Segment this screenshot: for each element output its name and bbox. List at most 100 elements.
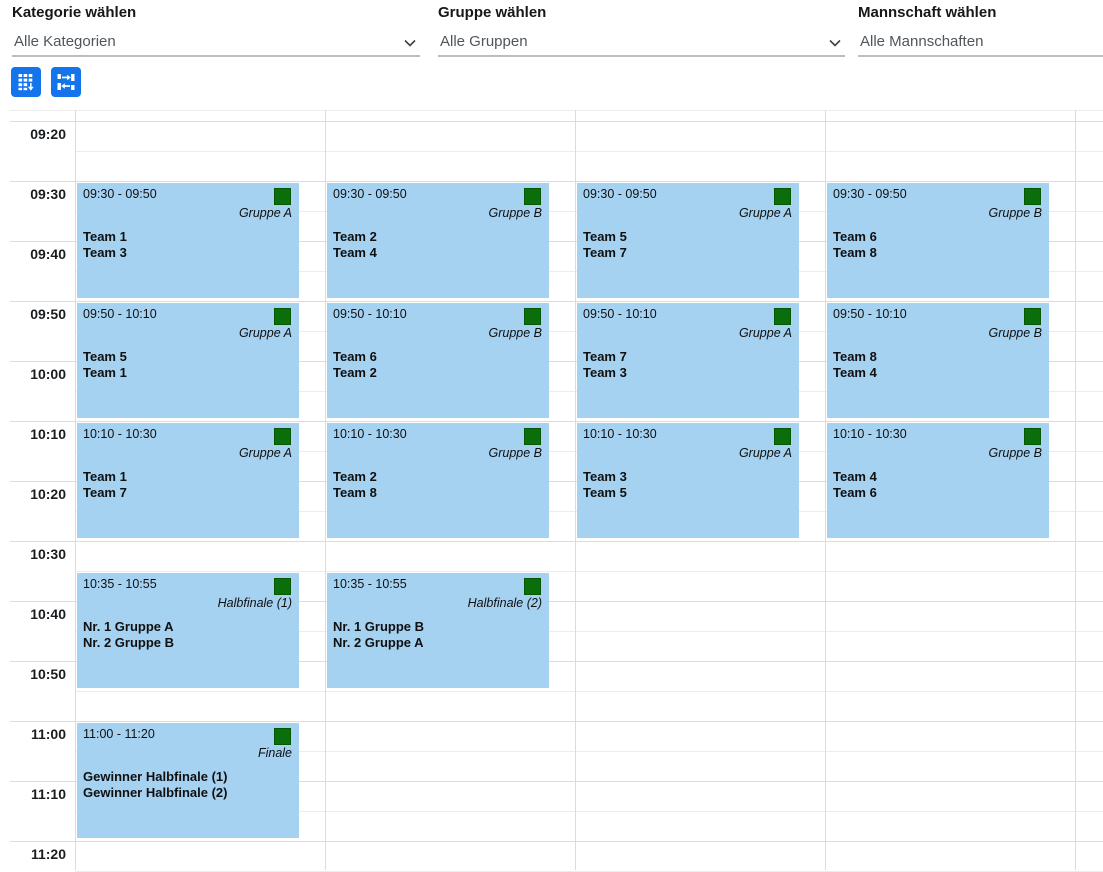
event-block[interactable]: 09:50 - 10:10 Gruppe B Team 6 Team 2 [327, 303, 549, 418]
event-time: 09:50 - 10:10 [83, 307, 157, 321]
team-filter-label: Mannschaft wählen [858, 4, 997, 21]
grid-line-major [10, 181, 1103, 182]
event-group-label: Gruppe A [238, 206, 292, 220]
filter-category: Kategorie wählen Alle Kategorien [12, 0, 420, 60]
grid-line-major [10, 721, 1103, 722]
grid-line-minor [75, 691, 1103, 692]
event-block[interactable]: 09:30 - 09:50 Gruppe B Team 2 Team 4 [327, 183, 549, 298]
event-team-line: Team 3 [583, 469, 627, 484]
time-axis-label: 10:10 [30, 426, 66, 442]
status-square-icon [774, 308, 791, 325]
status-square-icon [524, 308, 541, 325]
grid-line-minor [75, 631, 1103, 632]
event-time: 09:50 - 10:10 [333, 307, 407, 321]
event-block[interactable]: 11:00 - 11:20 Finale Gewinner Halbfinale (… [77, 723, 299, 838]
event-group-label: Halbfinale (2) [467, 596, 542, 610]
bracket-flow-icon [57, 74, 75, 90]
grid-line-minor [75, 751, 1103, 752]
status-square-icon [524, 188, 541, 205]
group-select[interactable]: Alle Gruppen [438, 27, 845, 57]
event-team-line: Team 5 [583, 485, 627, 500]
chevron-down-icon [829, 39, 841, 47]
status-square-icon [1024, 188, 1041, 205]
event-group-label: Gruppe B [488, 206, 542, 220]
event-team-line: Team 7 [583, 245, 627, 260]
status-square-icon [274, 428, 291, 445]
event-teams: Nr. 1 Gruppe A Nr. 2 Gruppe B [83, 619, 293, 651]
event-time: 10:10 - 10:30 [833, 427, 907, 441]
event-teams: Team 2 Team 4 [333, 229, 543, 261]
event-team-line: Team 4 [833, 365, 877, 380]
event-teams: Nr. 1 Gruppe B Nr. 2 Gruppe A [333, 619, 543, 651]
time-axis-label: 10:40 [30, 606, 66, 622]
status-square-icon [274, 578, 291, 595]
grid-line-major [10, 541, 1103, 542]
event-teams: Team 6 Team 8 [833, 229, 1043, 261]
team-select[interactable]: Alle Mannschaften [858, 27, 1103, 57]
status-square-icon [774, 188, 791, 205]
event-block[interactable]: 10:10 - 10:30 Gruppe A Team 1 Team 7 [77, 423, 299, 538]
grid-line-major [10, 241, 1103, 242]
event-group-label: Gruppe A [738, 446, 792, 460]
event-block[interactable]: 09:30 - 09:50 Gruppe A Team 1 Team 3 [77, 183, 299, 298]
event-group-label: Finale [257, 746, 292, 760]
event-group-label: Gruppe B [488, 326, 542, 340]
event-block[interactable]: 10:10 - 10:30 Gruppe A Team 3 Team 5 [577, 423, 799, 538]
event-team-line: Team 2 [333, 229, 377, 244]
event-time: 09:30 - 09:50 [583, 187, 657, 201]
calendar-view-button[interactable] [11, 67, 41, 97]
event-teams: Team 7 Team 3 [583, 349, 793, 381]
event-block[interactable]: 09:50 - 10:10 Gruppe A Team 7 Team 3 [577, 303, 799, 418]
event-block[interactable]: 10:35 - 10:55 Halbfinale (1) Nr. 1 Gruppe … [77, 573, 299, 688]
time-axis-label: 09:50 [30, 306, 66, 322]
event-team-line: Gewinner Halbfinale (2) [83, 785, 228, 800]
bracket-view-button[interactable] [51, 67, 81, 97]
event-time: 11:00 - 11:20 [83, 727, 155, 741]
event-team-line: Team 6 [333, 349, 377, 364]
status-square-icon [274, 188, 291, 205]
grid-line-major [10, 481, 1103, 482]
event-time: 10:35 - 10:55 [83, 577, 157, 591]
event-block[interactable]: 10:10 - 10:30 Gruppe B Team 4 Team 6 [827, 423, 1049, 538]
grid-line-minor [75, 151, 1103, 152]
event-group-label: Gruppe B [988, 326, 1042, 340]
event-team-line: Team 2 [333, 469, 377, 484]
grid-line-major [10, 661, 1103, 662]
time-axis-label: 10:00 [30, 366, 66, 382]
event-team-line: Team 6 [833, 485, 877, 500]
group-select-value: Alle Gruppen [440, 33, 528, 50]
status-square-icon [274, 728, 291, 745]
event-block[interactable]: 09:30 - 09:50 Gruppe B Team 6 Team 8 [827, 183, 1049, 298]
event-time: 09:50 - 10:10 [833, 307, 907, 321]
time-axis-label: 11:10 [30, 786, 66, 802]
event-block[interactable]: 09:30 - 09:50 Gruppe A Team 5 Team 7 [577, 183, 799, 298]
event-teams: Team 8 Team 4 [833, 349, 1043, 381]
status-square-icon [524, 428, 541, 445]
category-select[interactable]: Alle Kategorien [12, 27, 420, 57]
status-square-icon [774, 428, 791, 445]
column-divider [325, 110, 326, 870]
calendar-grid-icon [18, 74, 34, 91]
grid-line-major [10, 841, 1103, 842]
event-team-line: Team 7 [83, 485, 127, 500]
event-block[interactable]: 09:50 - 10:10 Gruppe A Team 5 Team 1 [77, 303, 299, 418]
event-group-label: Gruppe B [488, 446, 542, 460]
event-block[interactable]: 09:50 - 10:10 Gruppe B Team 8 Team 4 [827, 303, 1049, 418]
status-square-icon [1024, 308, 1041, 325]
event-block[interactable]: 10:35 - 10:55 Halbfinale (2) Nr. 1 Gruppe … [327, 573, 549, 688]
event-time: 10:35 - 10:55 [333, 577, 407, 591]
grid-line-major [10, 781, 1103, 782]
event-team-line: Team 8 [833, 245, 877, 260]
column-divider [1075, 110, 1076, 870]
time-axis-label: 10:30 [30, 546, 66, 562]
category-select-value: Alle Kategorien [14, 33, 116, 50]
event-teams: Team 3 Team 5 [583, 469, 793, 501]
event-team-line: Team 1 [83, 469, 127, 484]
time-axis-label: 11:20 [30, 846, 66, 862]
event-teams: Team 4 Team 6 [833, 469, 1043, 501]
event-block[interactable]: 10:10 - 10:30 Gruppe B Team 2 Team 8 [327, 423, 549, 538]
event-team-line: Team 2 [333, 365, 377, 380]
event-team-line: Team 3 [83, 245, 127, 260]
filter-team: Mannschaft wählen Alle Mannschaften [858, 0, 1103, 60]
event-group-label: Gruppe A [238, 326, 292, 340]
